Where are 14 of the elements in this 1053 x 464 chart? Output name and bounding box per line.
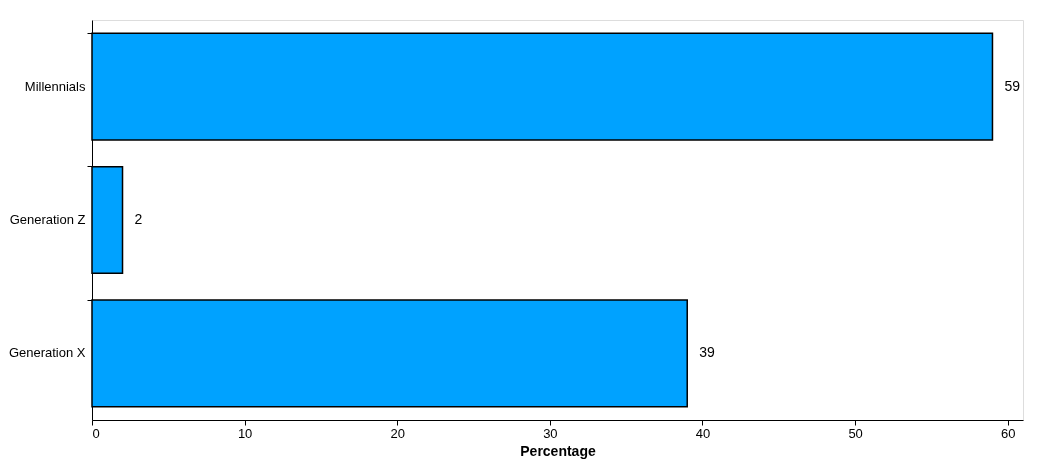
x-tick-label: 60: [1001, 425, 1016, 441]
x-tick-label: 0: [92, 425, 100, 441]
y-tick-label: Millennials: [24, 78, 86, 94]
x-tick-label: 20: [390, 425, 405, 441]
x-tick-label: 50: [848, 425, 863, 441]
x-tick-label: 30: [543, 425, 558, 441]
x-tick-label: 10: [237, 425, 253, 441]
data-label: 59: [1004, 77, 1021, 94]
y-tick-label: Generation Z: [9, 212, 86, 227]
data-label: 2: [134, 211, 143, 227]
x-tick-label: 40: [695, 425, 711, 441]
data-label: 39: [699, 344, 716, 361]
x-axis-title: Percentage: [520, 442, 596, 459]
y-tick-label: Generation X: [8, 345, 86, 361]
